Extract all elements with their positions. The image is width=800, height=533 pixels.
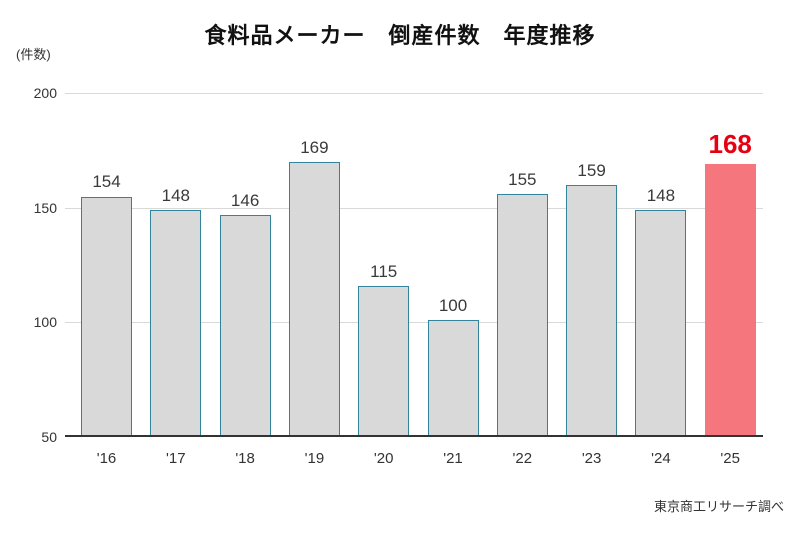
bar xyxy=(219,214,271,435)
gridline-150 xyxy=(65,207,763,209)
bar-value-label: 148 xyxy=(161,186,190,206)
x-axis-label: '16 xyxy=(96,450,117,467)
bar-value-label: 146 xyxy=(230,190,260,210)
y-axis-unit-label: (件数) xyxy=(16,47,51,62)
x-axis-label: '24 xyxy=(651,450,671,467)
bar-value-label: 169 xyxy=(300,138,329,158)
bar xyxy=(288,162,340,435)
x-axis-label: '22 xyxy=(512,450,533,467)
chart-title: 食料品メーカー 倒産件数 年度推移 xyxy=(204,23,596,48)
y-tick-label-150: 150 xyxy=(33,199,57,216)
bar-value-label: 100 xyxy=(438,296,468,316)
gridline-200 xyxy=(65,93,763,94)
bar-value-label: 155 xyxy=(508,170,537,190)
y-tick-label-200: 200 xyxy=(33,85,57,101)
bar xyxy=(427,320,479,435)
x-axis-label: '21 xyxy=(443,450,463,467)
bar xyxy=(358,285,410,435)
source-note: 東京商工リサーチ調べ xyxy=(653,499,784,514)
plot-area xyxy=(65,93,763,437)
bar-highlight xyxy=(704,164,756,435)
bar-value-label: 148 xyxy=(646,186,676,206)
bar xyxy=(496,194,548,435)
y-tick-label-100: 100 xyxy=(33,314,57,331)
bar xyxy=(81,196,132,435)
bar-value-label: 115 xyxy=(370,261,398,281)
x-axis-label: '20 xyxy=(373,450,394,467)
bar xyxy=(635,210,687,435)
bar-value-label: 154 xyxy=(92,172,121,192)
bar-value-label: 159 xyxy=(577,161,606,181)
gridline-100 xyxy=(65,322,763,324)
bar-value-label: 168 xyxy=(708,129,752,160)
y-tick-label-50: 50 xyxy=(41,429,57,445)
x-axis-label: '25 xyxy=(720,450,740,467)
x-axis-label: '23 xyxy=(581,450,602,467)
bar xyxy=(566,185,618,435)
x-axis-label: '17 xyxy=(166,450,186,467)
x-axis-label: '19 xyxy=(304,450,325,467)
bar xyxy=(150,210,202,435)
x-axis-label: '18 xyxy=(235,450,255,467)
